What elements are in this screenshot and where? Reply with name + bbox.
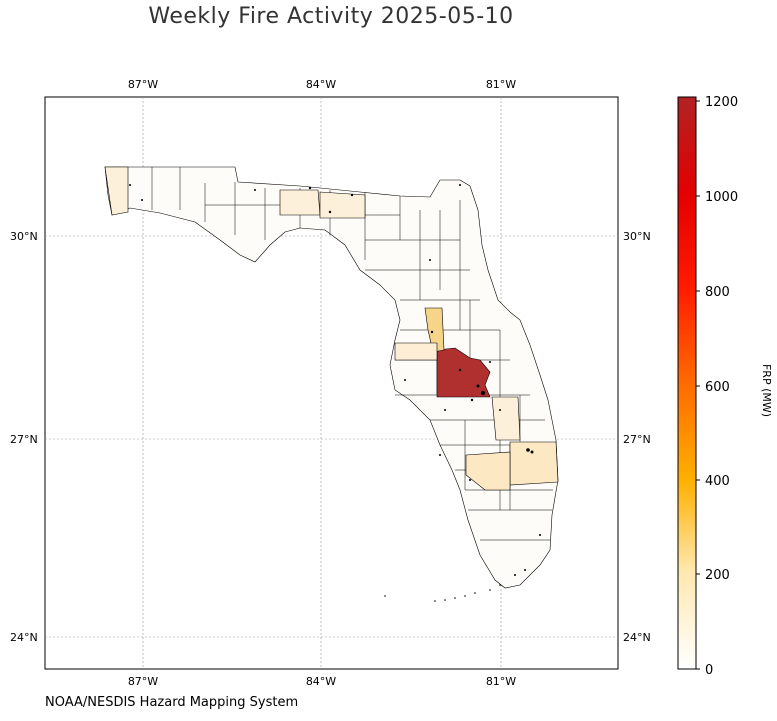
colorbar-tick-200: 200 — [705, 568, 730, 583]
colorbar-tick-marks — [696, 100, 700, 670]
county-escambia — [104, 166, 129, 216]
lon-tick-top-87: 87°W — [128, 78, 158, 91]
source-credit: NOAA/NESDIS Hazard Mapping System — [45, 695, 299, 710]
colorbar-tick-1200: 1200 — [705, 95, 738, 110]
colorbar-tick-0: 0 — [705, 663, 713, 678]
lat-tick-left-30: 30°N — [10, 230, 38, 243]
county-brevard — [491, 396, 521, 441]
lon-tick-top-81: 81°W — [486, 78, 516, 91]
map-title: Weekly Fire Activity 2025-05-10 — [148, 4, 514, 29]
county-polk — [436, 347, 491, 398]
county-madison — [319, 191, 366, 219]
colorbar — [677, 96, 697, 670]
lon-tick-bottom-84: 84°W — [306, 675, 336, 688]
florida-counties — [104, 166, 559, 589]
lon-tick-bottom-81: 81°W — [486, 675, 516, 688]
florida-outline — [104, 166, 559, 589]
florida-keys — [384, 584, 501, 602]
lat-tick-left-24: 24°N — [10, 631, 38, 644]
colorbar-tick-400: 400 — [705, 474, 730, 489]
lon-tick-bottom-87: 87°W — [128, 675, 158, 688]
colorbar-tick-600: 600 — [705, 380, 730, 395]
county-hillsborough — [394, 342, 438, 361]
county-citrus — [424, 307, 445, 353]
fire-highlights — [104, 166, 559, 491]
county-okeechobee — [465, 451, 511, 491]
lat-tick-right-24: 24°N — [623, 631, 651, 644]
colorbar-label: FRP (MW) — [760, 363, 774, 418]
lat-tick-left-27: 27°N — [10, 433, 38, 446]
lat-tick-right-30: 30°N — [623, 230, 651, 243]
colorbar-tick-1000: 1000 — [705, 190, 738, 205]
fire-detections — [129, 184, 541, 576]
colorbar-tick-800: 800 — [705, 285, 730, 300]
county-leon — [279, 189, 321, 216]
lon-tick-top-84: 84°W — [306, 78, 336, 91]
county-palm-beach — [509, 441, 559, 486]
lat-tick-right-27: 27°N — [623, 433, 651, 446]
